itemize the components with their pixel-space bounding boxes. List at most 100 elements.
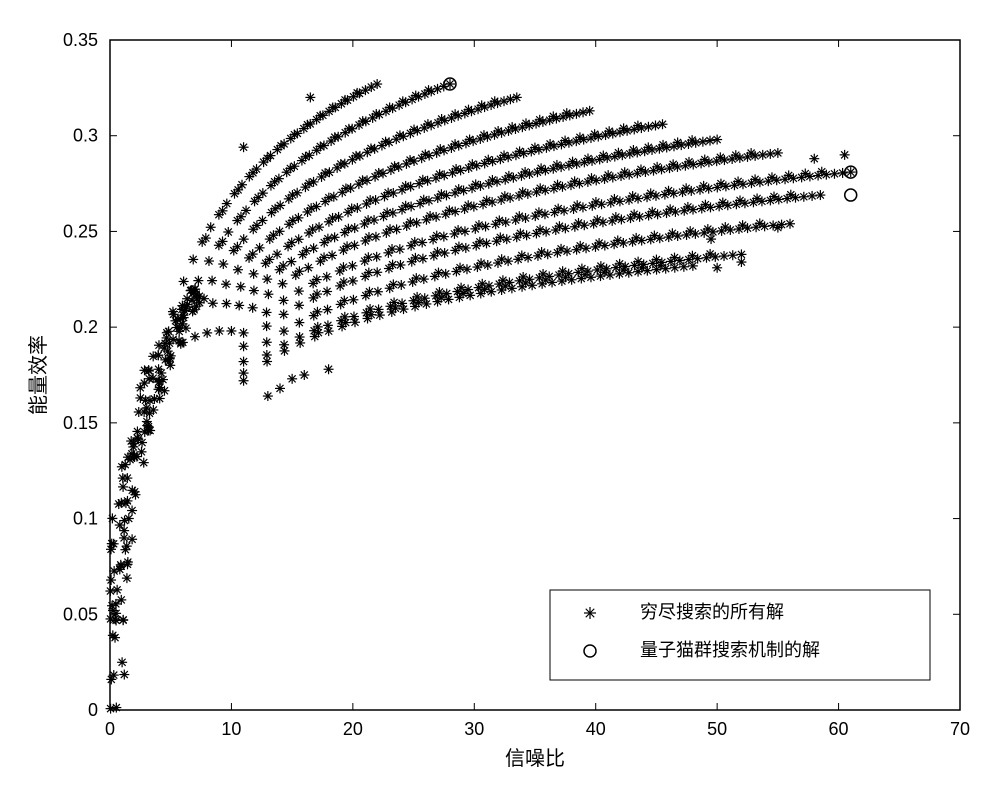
star-marker bbox=[424, 151, 434, 161]
star-marker bbox=[193, 276, 203, 286]
star-marker bbox=[303, 263, 313, 273]
star-marker bbox=[330, 232, 340, 242]
star-marker bbox=[143, 422, 153, 432]
star-marker bbox=[636, 123, 646, 133]
star-marker bbox=[127, 485, 137, 495]
star-marker bbox=[465, 290, 475, 300]
series-quantum-cat bbox=[444, 78, 857, 201]
star-marker bbox=[312, 307, 322, 317]
star-marker bbox=[670, 263, 680, 273]
star-marker bbox=[165, 338, 175, 348]
x-tick-label: 40 bbox=[586, 719, 606, 739]
star-marker bbox=[578, 107, 588, 117]
star-marker bbox=[372, 79, 382, 89]
star-marker bbox=[691, 138, 701, 148]
y-tick-label: 0.25 bbox=[63, 221, 98, 241]
star-marker bbox=[322, 272, 332, 282]
star-marker bbox=[239, 234, 249, 244]
star-marker bbox=[202, 328, 212, 338]
star-marker bbox=[275, 226, 285, 236]
star-marker bbox=[236, 212, 246, 222]
star-marker bbox=[799, 192, 809, 202]
star-marker bbox=[279, 309, 289, 319]
star-marker bbox=[579, 135, 589, 145]
star-marker bbox=[455, 263, 465, 273]
star-marker bbox=[788, 173, 798, 183]
star-marker bbox=[412, 218, 422, 228]
star-marker bbox=[651, 191, 661, 201]
star-marker bbox=[222, 199, 232, 209]
star-marker bbox=[472, 161, 482, 171]
star-marker bbox=[670, 207, 680, 217]
star-marker bbox=[540, 209, 550, 219]
star-marker bbox=[720, 222, 730, 232]
star-marker bbox=[725, 225, 735, 235]
star-marker bbox=[740, 198, 750, 208]
star-marker bbox=[312, 289, 322, 299]
star-marker bbox=[295, 338, 305, 348]
star-marker bbox=[538, 117, 548, 127]
star-marker bbox=[154, 384, 164, 394]
star-marker bbox=[688, 205, 698, 215]
star-marker bbox=[503, 256, 513, 266]
star-marker bbox=[453, 225, 463, 235]
star-marker bbox=[507, 283, 517, 293]
star-marker bbox=[791, 193, 801, 203]
star-marker bbox=[608, 172, 618, 182]
star-marker bbox=[179, 276, 189, 286]
star-marker bbox=[510, 124, 520, 134]
star-marker bbox=[118, 482, 128, 492]
y-tick-label: 0.3 bbox=[73, 126, 98, 146]
star-marker bbox=[105, 586, 115, 596]
star-marker bbox=[223, 227, 233, 237]
star-marker bbox=[618, 238, 628, 248]
star-marker bbox=[559, 206, 569, 216]
star-marker bbox=[188, 306, 198, 316]
star-marker bbox=[142, 403, 152, 413]
star-marker bbox=[476, 258, 486, 268]
star-marker bbox=[168, 307, 178, 317]
star-marker bbox=[248, 303, 258, 313]
star-marker bbox=[292, 188, 302, 198]
x-tick-label: 30 bbox=[464, 719, 484, 739]
star-marker bbox=[275, 383, 285, 393]
scatter-chart: 01020304050607000.050.10.150.20.250.30.3… bbox=[0, 0, 1000, 800]
star-marker bbox=[565, 110, 575, 120]
star-marker bbox=[278, 279, 288, 289]
star-marker bbox=[560, 223, 570, 233]
star-marker bbox=[710, 252, 720, 262]
star-marker bbox=[226, 326, 236, 336]
star-marker bbox=[263, 289, 273, 299]
y-tick-label: 0.2 bbox=[73, 317, 98, 337]
star-marker bbox=[712, 263, 722, 273]
star-marker bbox=[327, 250, 337, 260]
star-marker bbox=[480, 102, 490, 112]
star-marker bbox=[454, 242, 464, 252]
star-marker bbox=[153, 350, 163, 360]
star-marker bbox=[519, 148, 529, 158]
x-tick-label: 20 bbox=[343, 719, 363, 739]
star-marker bbox=[305, 119, 315, 129]
star-marker bbox=[436, 293, 446, 303]
star-marker bbox=[410, 253, 420, 263]
star-marker bbox=[676, 140, 686, 150]
star-marker bbox=[158, 375, 168, 385]
star-marker bbox=[255, 243, 265, 253]
star-marker bbox=[807, 191, 817, 201]
star-marker bbox=[334, 212, 344, 222]
star-marker bbox=[279, 346, 289, 356]
star-marker bbox=[738, 179, 748, 189]
star-marker bbox=[182, 302, 192, 312]
star-marker bbox=[643, 122, 653, 132]
star-marker bbox=[534, 145, 544, 155]
star-marker bbox=[106, 704, 116, 714]
star-marker bbox=[750, 151, 760, 161]
star-marker bbox=[482, 132, 492, 142]
star-marker bbox=[488, 156, 498, 166]
star-marker bbox=[294, 266, 304, 276]
star-marker bbox=[263, 391, 273, 401]
star-marker bbox=[579, 220, 589, 230]
star-marker bbox=[409, 156, 419, 166]
star-marker bbox=[274, 174, 284, 184]
star-marker bbox=[479, 285, 489, 295]
